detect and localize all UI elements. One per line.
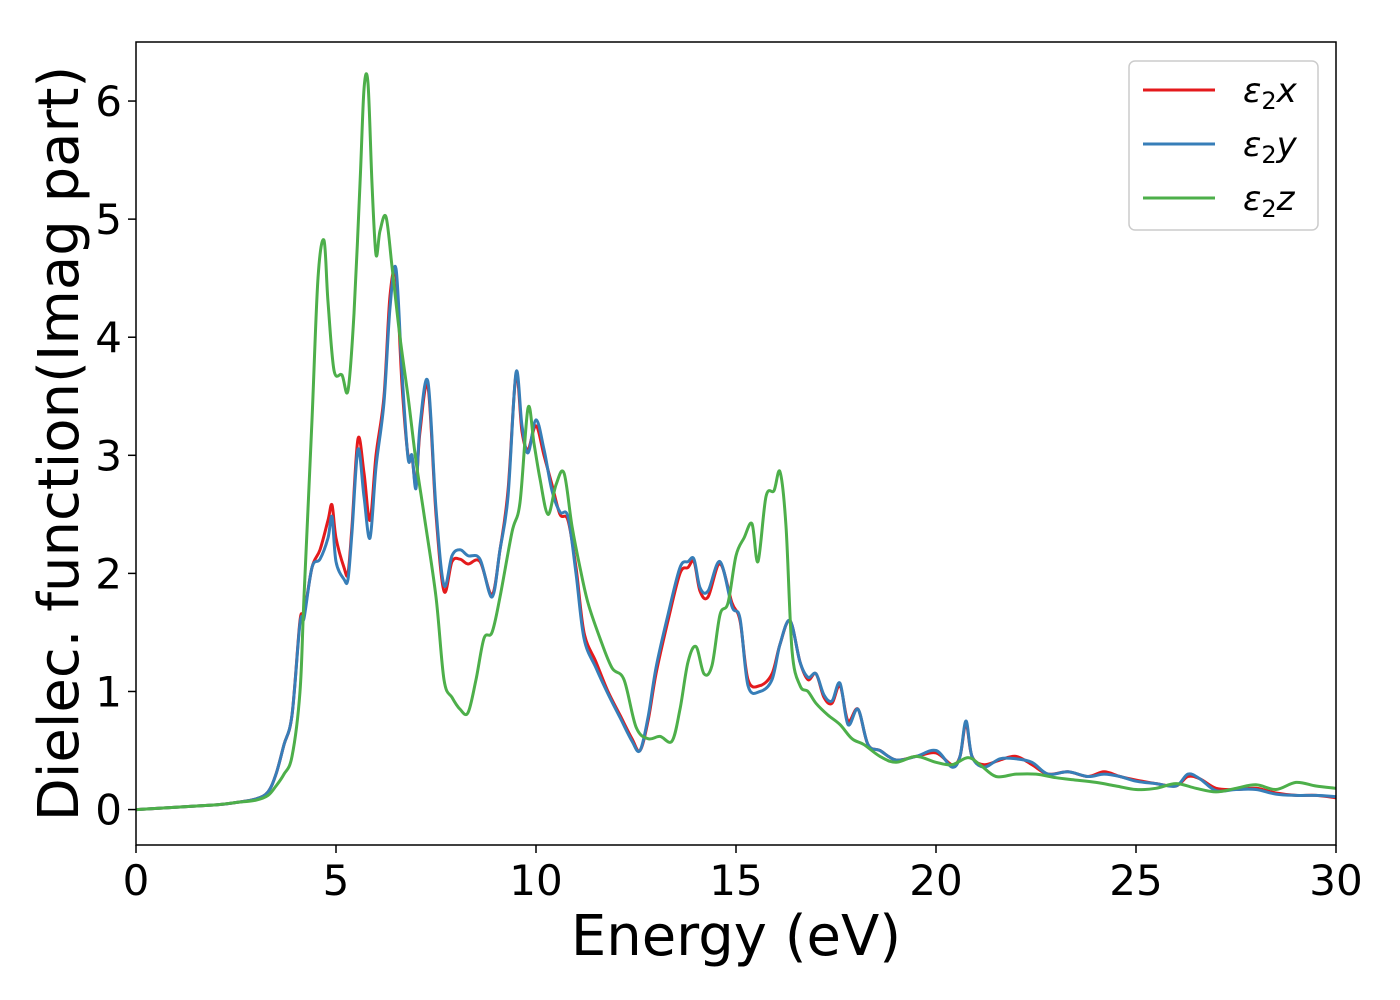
y-tick-label: 6 <box>95 77 122 126</box>
series-line-y <box>136 264 1336 812</box>
legend-box <box>1128 60 1319 231</box>
x-tick-label: 30 <box>1309 856 1362 905</box>
y-axis: 0 1 2 3 4 5 6 <box>95 77 136 835</box>
y-tick-label: 2 <box>95 549 122 598</box>
series-line-z <box>136 72 1336 812</box>
x-axis-label: Energy (eV) <box>571 904 901 969</box>
legend-label-x: ε2x <box>1243 71 1298 115</box>
y-tick-label: 4 <box>95 313 122 362</box>
y-tick-label: 3 <box>95 431 122 480</box>
legend-label-y: ε2y <box>1243 125 1298 169</box>
x-axis: 0 5 10 15 20 25 30 <box>123 845 1363 905</box>
legend: ε2x ε2y ε2z <box>1128 60 1319 231</box>
x-tick-label: 0 <box>123 856 150 905</box>
y-axis-label: Dielec. function(Imag part) <box>27 66 92 822</box>
y-tick-label: 1 <box>95 667 122 716</box>
y-tick-label: 5 <box>95 195 122 244</box>
x-tick-label: 5 <box>323 856 350 905</box>
x-tick-label: 20 <box>909 856 962 905</box>
legend-label-z: ε2z <box>1243 179 1296 223</box>
x-tick-label: 15 <box>709 856 762 905</box>
x-tick-label: 25 <box>1109 856 1162 905</box>
series-layer <box>136 72 1336 812</box>
x-tick-label: 10 <box>509 856 562 905</box>
y-tick-label: 0 <box>95 786 122 835</box>
